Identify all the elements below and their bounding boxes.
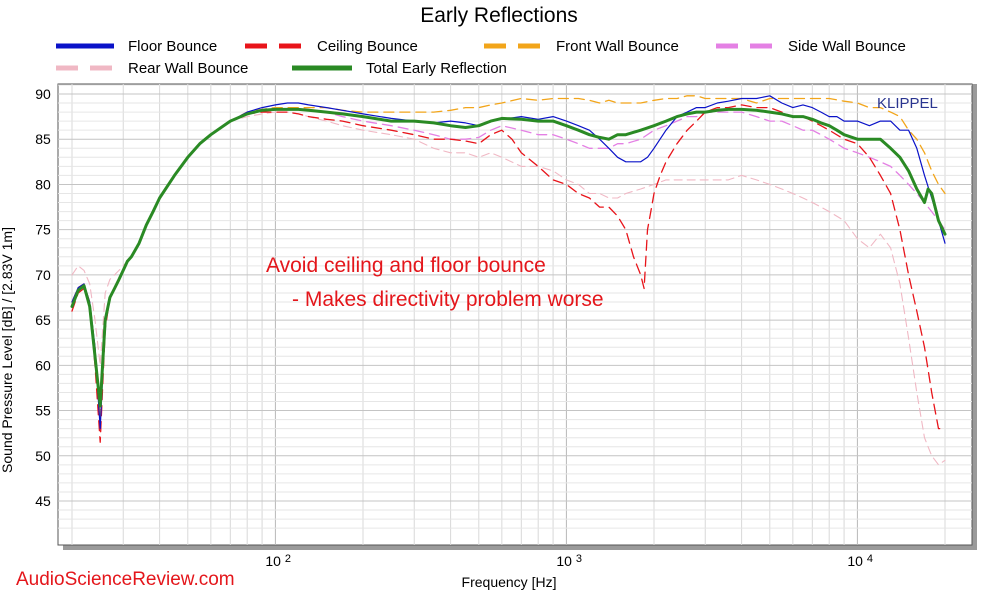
y-tick-label: 85 (35, 131, 51, 147)
chart-title: Early Reflections (420, 4, 578, 27)
legend-label-total: Total Early Reflection (366, 60, 507, 77)
series-line-total (70, 107, 947, 408)
y-tick-label: 50 (35, 448, 51, 464)
site-credit: AudioScienceReview.com (16, 569, 235, 590)
legend-label-floor: Floor Bounce (128, 38, 217, 55)
y-tick-labels: 45 50 55 60 65 70 75 80 85 90 (35, 86, 51, 509)
x-axis-label: Frequency [Hz] (462, 574, 557, 590)
grid (58, 84, 972, 545)
x-tick-label: 10 4 (847, 553, 873, 569)
legend-label-side: Side Wall Bounce (788, 38, 906, 55)
legend: Floor Bounce Ceiling Bounce Front Wall Bou… (56, 38, 906, 77)
y-tick-label: 70 (35, 267, 51, 283)
y-tick-label: 65 (35, 312, 51, 328)
annotation-line-2: - Makes directivity problem worse (292, 288, 604, 311)
series-layer (70, 95, 947, 466)
y-tick-label: 75 (35, 222, 51, 238)
klippel-watermark: KLIPPEL (877, 95, 938, 112)
x-tick-labels: 10 2 10 3 10 4 (265, 553, 873, 569)
y-tick-label: 90 (35, 86, 51, 102)
y-tick-label: 60 (35, 357, 51, 373)
plot-area (57, 83, 977, 550)
series-line-side (71, 106, 946, 421)
x-tick-label: 10 3 (556, 553, 582, 569)
y-tick-label: 55 (35, 403, 51, 419)
x-tick-label: 10 2 (265, 553, 291, 569)
y-axis-label: Sound Pressure Level [dB] / [2.83V 1m] (0, 227, 15, 473)
y-tick-label: 80 (35, 176, 51, 192)
series-line-ceiling (71, 104, 946, 443)
legend-label-front: Front Wall Bounce (556, 38, 679, 55)
legend-label-rear: Rear Wall Bounce (128, 60, 248, 77)
y-tick-label: 45 (35, 493, 51, 509)
legend-label-ceiling: Ceiling Bounce (317, 38, 418, 55)
annotation-line-1: Avoid ceiling and floor bounce (266, 254, 546, 277)
